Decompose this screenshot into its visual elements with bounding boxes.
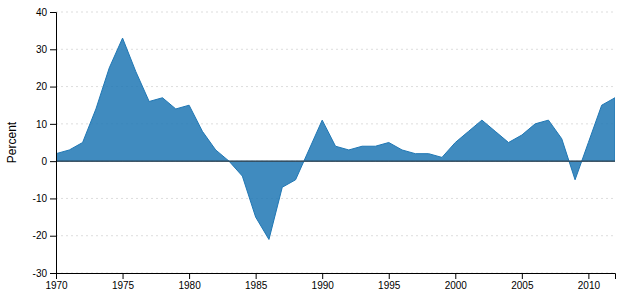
tick: 1990	[312, 273, 335, 291]
tick-mark	[50, 124, 56, 125]
tick-label: -20	[33, 230, 48, 241]
tick: 1995	[378, 273, 401, 291]
tick-label: 2005	[511, 280, 534, 291]
tick-mark	[455, 273, 456, 279]
grid-line	[56, 49, 615, 50]
area	[56, 38, 615, 239]
tick-mark	[522, 273, 523, 279]
tick-label: 1975	[112, 280, 135, 291]
grid-line	[56, 198, 615, 199]
tick-label: 20	[36, 81, 48, 92]
tick-mark	[50, 236, 56, 237]
tick: 0	[41, 156, 56, 167]
tick-mark	[389, 273, 390, 279]
y-axis: -30 -20 -10 0 10 20 30 40	[33, 7, 57, 279]
tick-label: 2010	[578, 280, 601, 291]
tick: 20	[36, 81, 56, 92]
tick: 1985	[245, 273, 268, 291]
tick: 2000	[445, 273, 468, 291]
tick-label: 1970	[45, 280, 68, 291]
tick-mark	[50, 12, 56, 13]
tick: 30	[36, 44, 56, 55]
tick-label: 1985	[245, 280, 268, 291]
tick-label: 1990	[312, 280, 335, 291]
tick: 1980	[178, 273, 201, 291]
tick-mark	[50, 161, 56, 162]
x-axis: 1970 1975 1980 1985 1990 1995 2000 2005 2010	[45, 273, 615, 291]
grid-line	[56, 12, 615, 13]
tick-mark	[322, 273, 323, 279]
tick-mark	[189, 273, 190, 279]
plot-area	[56, 38, 615, 239]
tick-label: 10	[36, 119, 48, 130]
chart: 197019751980198519901995200020052010-30-…	[0, 0, 637, 301]
tick: 1975	[112, 273, 135, 291]
grid-line	[56, 161, 615, 162]
tick-mark	[50, 87, 56, 88]
axis-line	[50, 13, 57, 274]
tick: 1970	[45, 273, 68, 291]
tick-label: 30	[36, 44, 48, 55]
tick-label: -10	[33, 193, 48, 204]
tick-mark	[256, 273, 257, 279]
tick-label: 1980	[178, 280, 201, 291]
grid	[56, 12, 615, 273]
tick: 2010	[578, 273, 601, 291]
tick-mark	[50, 273, 56, 274]
tick-label: 0	[41, 156, 47, 167]
tick-mark	[50, 198, 56, 199]
tick: -30	[33, 268, 56, 279]
tick-label: 2000	[445, 280, 468, 291]
tick: 40	[36, 7, 56, 18]
tick-mark	[50, 49, 56, 50]
tick: -20	[33, 230, 56, 241]
tick-label: 1995	[378, 280, 401, 291]
tick-label: 40	[36, 7, 48, 18]
tick: 2005	[511, 273, 534, 291]
tick: -10	[33, 193, 56, 204]
tick: 10	[36, 119, 56, 130]
y-axis-title: Percent	[5, 121, 19, 163]
axis-line	[57, 274, 616, 280]
tick-mark	[588, 273, 589, 279]
tick-mark	[123, 273, 124, 279]
tick-label: -30	[33, 268, 48, 279]
zero-line	[56, 161, 615, 162]
grid-line	[56, 235, 615, 236]
